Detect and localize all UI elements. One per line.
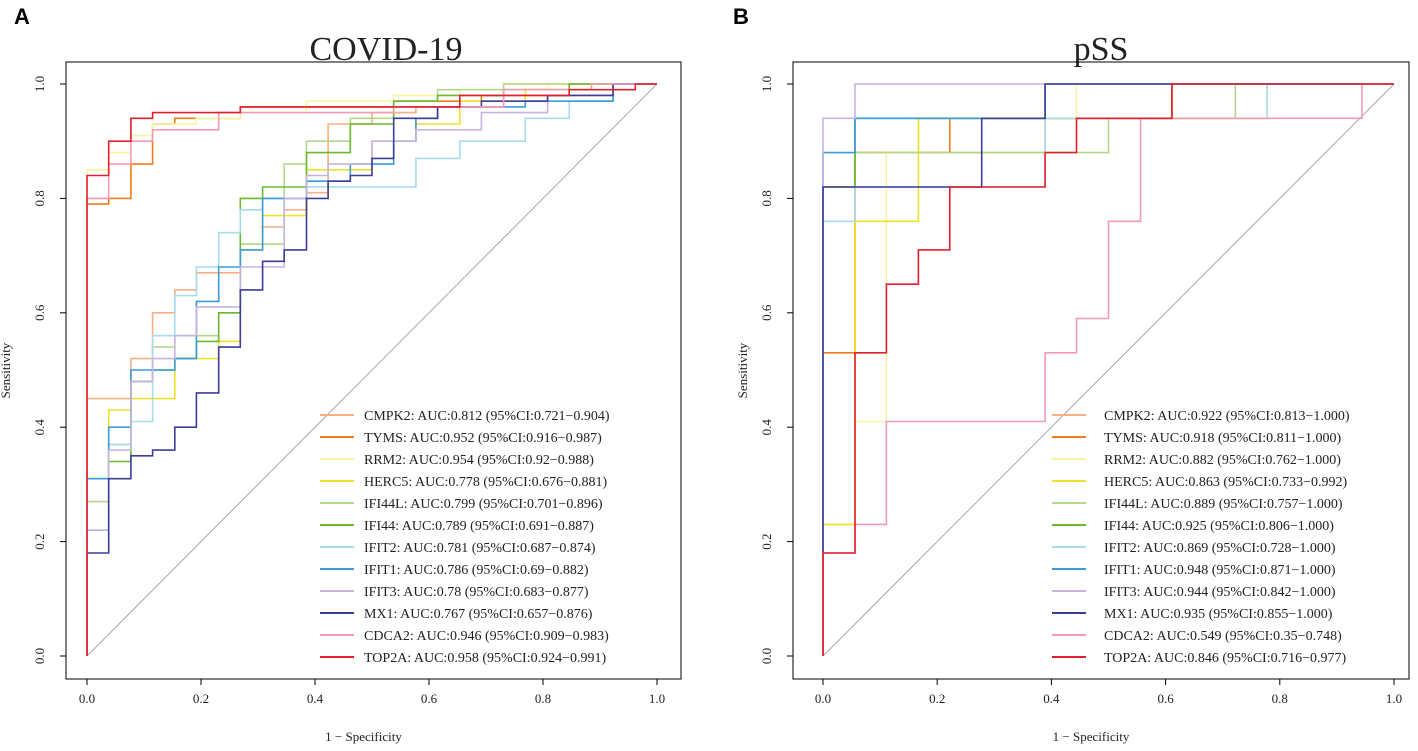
roc-curve-rrm2: [86, 83, 657, 656]
y-tick-label: 0.2: [759, 533, 774, 549]
legend-label-ifit1: IFIT1: AUC:0.786 (95%CI:0.69−0.882): [364, 563, 589, 578]
legend-label-herc5: HERC5: AUC:0.863 (95%CI:0.733−0.992): [1104, 475, 1348, 490]
legend-label-rrm2: RRM2: AUC:0.954 (95%CI:0.92−0.988): [364, 453, 594, 468]
legend-label-cdca2: CDCA2: AUC:0.946 (95%CI:0.909−0.983): [364, 629, 609, 644]
x-axis-label: 1 − Specificity: [325, 729, 402, 744]
x-tick-label: 0.4: [1043, 691, 1060, 706]
legend-label-herc5: HERC5: AUC:0.778 (95%CI:0.676−0.881): [364, 475, 608, 490]
legend-label-tyms: TYMS: AUC:0.918 (95%CI:0.811−1.000): [1104, 431, 1342, 446]
legend-label-ifi44: IFI44: AUC:0.789 (95%CI:0.691−0.887): [364, 519, 594, 534]
y-tick-label: 0.4: [759, 419, 774, 436]
legend-label-ifi44l: IFI44L: AUC:0.799 (95%CI:0.701−0.896): [364, 497, 603, 512]
diagonal-reference-line: [86, 83, 658, 657]
legend-label-ifit3: IFIT3: AUC:0.944 (95%CI:0.842−1.000): [1104, 585, 1336, 600]
roc-curve-ifit2: [86, 83, 657, 656]
diagonal-reference-line: [822, 83, 1395, 657]
legend-label-mx1: MX1: AUC:0.767 (95%CI:0.657−0.876): [364, 607, 593, 622]
x-tick-label: 0.0: [815, 691, 831, 706]
y-tick-label: 0.6: [759, 304, 774, 321]
roc-panel-a: ACOVID-190.00.00.20.20.40.40.60.60.80.81…: [0, 4, 682, 744]
roc-curve-ifit3: [86, 83, 657, 656]
y-tick-label: 1.0: [759, 76, 774, 92]
legend: CMPK2: AUC:0.812 (95%CI:0.721−0.904) TYMS…: [320, 409, 610, 666]
legend-label-ifit2: IFIT2: AUC:0.869 (95%CI:0.728−1.000): [1104, 541, 1336, 556]
plot-frame: [65, 61, 682, 680]
y-tick-label: 0.4: [32, 419, 47, 436]
legend-label-rrm2: RRM2: AUC:0.882 (95%CI:0.762−1.000): [1104, 453, 1341, 468]
legend-label-mx1: MX1: AUC:0.935 (95%CI:0.855−1.000): [1104, 607, 1333, 622]
x-tick-label: 0.6: [421, 691, 438, 706]
x-tick-label: 0.0: [79, 691, 95, 706]
y-axis-label: Sensitivity: [735, 342, 750, 398]
y-tick-label: 0.0: [32, 648, 47, 664]
legend: CMPK2: AUC:0.922 (95%CI:0.813−1.000) TYMS…: [1052, 409, 1350, 666]
legend-label-ifi44: IFI44: AUC:0.925 (95%CI:0.806−1.000): [1104, 519, 1334, 534]
x-axis-label: 1 − Specificity: [1053, 729, 1130, 744]
legend-label-ifit1: IFIT1: AUC:0.948 (95%CI:0.871−1.000): [1104, 563, 1336, 578]
y-tick-label: 0.2: [32, 533, 47, 549]
x-tick-label: 1.0: [1386, 691, 1402, 706]
x-tick-label: 1.0: [649, 691, 665, 706]
roc-curve-mx1: [822, 83, 1394, 656]
legend-label-cmpk2: CMPK2: AUC:0.812 (95%CI:0.721−0.904): [364, 409, 610, 424]
legend-label-ifit2: IFIT2: AUC:0.781 (95%CI:0.687−0.874): [364, 541, 596, 556]
legend-label-cdca2: CDCA2: AUC:0.549 (95%CI:0.35−0.748): [1104, 629, 1342, 644]
panel-letter: B: [733, 4, 749, 29]
roc-panel-b: BpSS0.00.00.20.20.40.40.60.60.80.81.01.0…: [733, 4, 1410, 744]
x-tick-label: 0.6: [1157, 691, 1174, 706]
x-tick-label: 0.8: [1272, 691, 1288, 706]
plot-frame: [792, 61, 1410, 680]
x-tick-label: 0.4: [307, 691, 324, 706]
y-tick-label: 0.0: [759, 648, 774, 664]
y-tick-label: 0.6: [32, 304, 47, 321]
x-tick-label: 0.2: [929, 691, 945, 706]
y-tick-label: 0.8: [32, 190, 47, 206]
legend-label-top2a: TOP2A: AUC:0.958 (95%CI:0.924−0.991): [364, 651, 606, 666]
x-tick-label: 0.8: [535, 691, 551, 706]
roc-curve-top2a: [822, 83, 1394, 656]
legend-label-top2a: TOP2A: AUC:0.846 (95%CI:0.716−0.977): [1104, 651, 1346, 666]
y-tick-label: 0.8: [759, 190, 774, 206]
legend-label-ifit3: IFIT3: AUC:0.78 (95%CI:0.683−0.877): [364, 585, 589, 600]
roc-curve-top2a: [86, 83, 657, 656]
y-axis-label: Sensitivity: [0, 342, 13, 398]
panel-letter: A: [14, 4, 30, 29]
x-tick-label: 0.2: [193, 691, 209, 706]
legend-label-ifi44l: IFI44L: AUC:0.889 (95%CI:0.757−1.000): [1104, 497, 1343, 512]
legend-label-tyms: TYMS: AUC:0.952 (95%CI:0.916−0.987): [364, 431, 602, 446]
legend-label-cmpk2: CMPK2: AUC:0.922 (95%CI:0.813−1.000): [1104, 409, 1350, 424]
y-tick-label: 1.0: [32, 76, 47, 92]
